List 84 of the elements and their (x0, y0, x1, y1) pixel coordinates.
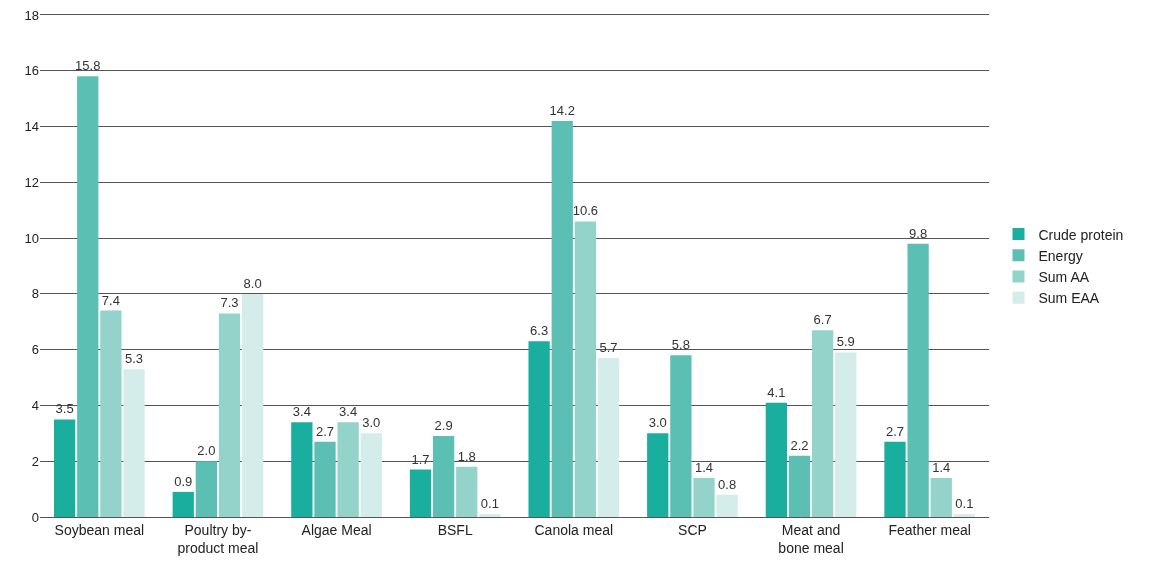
bar (218, 313, 241, 517)
bar (409, 469, 432, 517)
y-tick-label: 18 (24, 7, 39, 23)
bar (172, 491, 194, 517)
x-tick-label: Soybean meal (54, 521, 145, 538)
y-tick-label: 2 (31, 453, 39, 469)
y-tick-label: 4 (31, 397, 39, 413)
data-label: 5.3 (124, 351, 144, 367)
bar (53, 419, 76, 517)
bar (647, 433, 669, 517)
bar (907, 243, 929, 517)
bar (123, 369, 145, 517)
data-label: 6.7 (813, 312, 832, 328)
bar (479, 514, 501, 517)
bar (241, 293, 264, 517)
bar (693, 477, 715, 517)
data-label: 1.4 (932, 459, 951, 475)
data-label: 0.1 (480, 496, 499, 512)
data-label: 3.0 (362, 415, 381, 431)
data-label: 2.7 (885, 423, 905, 439)
data-label: 5.8 (671, 337, 690, 353)
bar (788, 455, 811, 517)
x-tick-label: Feather meal (888, 521, 971, 538)
x-tick-label: SCP (678, 521, 707, 538)
data-label: 0.8 (718, 476, 737, 492)
bar (432, 436, 455, 517)
y-tick-label: 6 (31, 342, 39, 358)
data-label: 2.9 (434, 418, 453, 434)
bar (716, 494, 738, 517)
y-tick-label: 8 (31, 286, 39, 302)
legend-label: Sum AA (1038, 268, 1090, 285)
data-label: 3.4 (339, 404, 358, 420)
bar (574, 221, 597, 517)
x-tick-label: Meat and bone meal (778, 521, 844, 556)
bar (884, 441, 906, 517)
data-label: 2.0 (197, 443, 216, 459)
data-label: 3.4 (292, 404, 311, 420)
data-label: 3.0 (648, 415, 667, 431)
data-label: 10.6 (572, 203, 599, 219)
data-label: 0.1 (955, 496, 974, 512)
bar (360, 433, 382, 517)
legend-label: Sum EAA (1038, 290, 1100, 307)
y-tick-label: 10 (24, 230, 39, 246)
bar (670, 355, 692, 517)
data-label: 2.7 (315, 423, 335, 439)
data-label: 7.3 (220, 295, 239, 311)
legend-label: Energy (1038, 247, 1083, 264)
data-label: 4.1 (767, 384, 786, 400)
bar (597, 358, 620, 517)
bar (337, 422, 359, 517)
data-label: 6.3 (530, 323, 549, 339)
bar (456, 466, 478, 517)
data-label: 8.0 (243, 275, 262, 291)
data-label: 1.8 (457, 448, 476, 464)
x-tick-label: BSFL (437, 521, 473, 538)
bar (551, 120, 573, 517)
bar (953, 514, 976, 517)
bar (314, 441, 336, 517)
bar (835, 352, 857, 517)
bar (100, 310, 122, 517)
bar (291, 422, 313, 517)
data-label: 15.8 (75, 58, 101, 74)
legend-label: Crude protein (1038, 226, 1124, 243)
bar (77, 76, 99, 517)
y-tick-label: 14 (24, 119, 39, 135)
x-tick-label: Poultry by-product meal (177, 521, 259, 556)
data-label: 1.4 (694, 459, 714, 475)
y-tick-label: 0 (31, 509, 39, 525)
data-label: 2.2 (790, 437, 809, 453)
bar (195, 461, 218, 517)
bar (930, 477, 952, 517)
bar (765, 402, 788, 517)
y-tick-label: 16 (24, 63, 39, 79)
data-label: 7.4 (101, 292, 120, 308)
x-tick-label: Algae Meal (301, 521, 372, 538)
data-label: 14.2 (549, 102, 575, 118)
bar (528, 341, 550, 517)
data-label: 9.8 (909, 225, 928, 241)
data-label: 3.5 (55, 401, 74, 417)
bar (811, 330, 834, 517)
x-tick-label: Canola meal (534, 521, 614, 538)
data-label: 0.9 (174, 473, 193, 489)
y-tick-label: 12 (24, 174, 39, 190)
data-label: 5.9 (836, 334, 855, 350)
